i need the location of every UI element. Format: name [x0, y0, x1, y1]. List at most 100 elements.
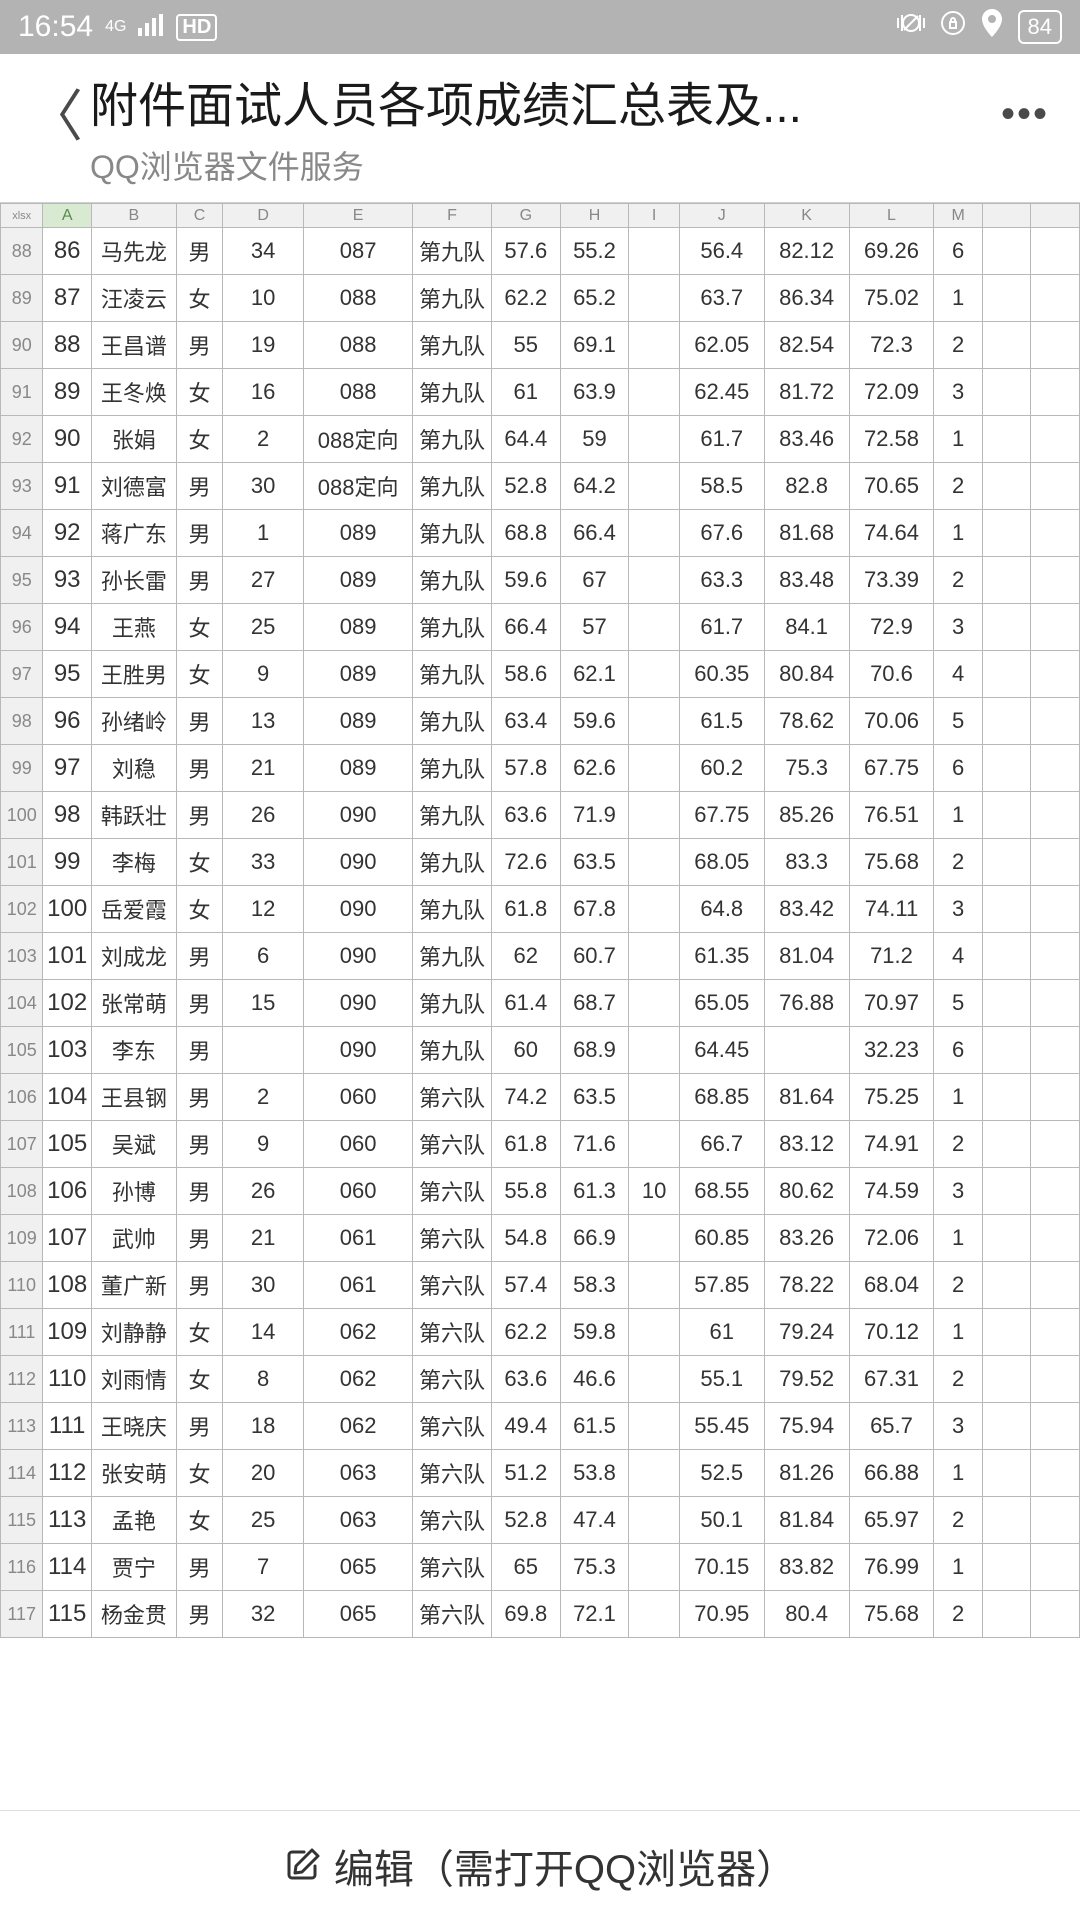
cell[interactable]: 第九队 — [413, 1027, 492, 1074]
cell[interactable]: 065 — [304, 1544, 413, 1591]
cell[interactable]: 81.68 — [764, 510, 849, 557]
cell[interactable]: 94 — [43, 604, 91, 651]
cell[interactable]: 58.3 — [560, 1262, 629, 1309]
more-button[interactable]: ••• — [990, 66, 1060, 137]
cell[interactable]: 第九队 — [413, 369, 492, 416]
cell[interactable]: 089 — [304, 745, 413, 792]
cell[interactable] — [1031, 1497, 1080, 1544]
cell[interactable]: 第九队 — [413, 604, 492, 651]
cell[interactable]: 女 — [176, 1497, 222, 1544]
cell[interactable]: 男 — [176, 1168, 222, 1215]
cell[interactable]: 090 — [304, 792, 413, 839]
cell[interactable]: 60.85 — [679, 1215, 764, 1262]
cell[interactable]: 6 — [223, 933, 304, 980]
cell[interactable]: 男 — [176, 792, 222, 839]
cell[interactable] — [1031, 557, 1080, 604]
cell[interactable] — [629, 604, 680, 651]
cell[interactable]: 70.15 — [679, 1544, 764, 1591]
cell[interactable]: 102 — [43, 980, 91, 1027]
cell[interactable]: 67.8 — [560, 886, 629, 933]
cell[interactable]: 第九队 — [413, 886, 492, 933]
cell[interactable]: 男 — [176, 1262, 222, 1309]
cell[interactable]: 1 — [934, 1215, 982, 1262]
cell[interactable]: 男 — [176, 933, 222, 980]
cell[interactable]: 男 — [176, 1403, 222, 1450]
cell[interactable]: 105 — [43, 1121, 91, 1168]
cell[interactable]: 49.4 — [491, 1403, 560, 1450]
cell[interactable]: 72.1 — [560, 1591, 629, 1638]
cell[interactable]: 60.35 — [679, 651, 764, 698]
row-header[interactable]: 104 — [1, 980, 43, 1027]
cell[interactable] — [1031, 604, 1080, 651]
cell[interactable]: 53.8 — [560, 1450, 629, 1497]
cell[interactable]: 女 — [176, 839, 222, 886]
cell[interactable]: 93 — [43, 557, 91, 604]
cell[interactable]: 62.05 — [679, 322, 764, 369]
cell[interactable]: 78.62 — [764, 698, 849, 745]
cell[interactable] — [629, 1027, 680, 1074]
cell[interactable]: 2 — [934, 1262, 982, 1309]
cell[interactable]: 75.94 — [764, 1403, 849, 1450]
cell[interactable]: 76.88 — [764, 980, 849, 1027]
cell[interactable]: 74.2 — [491, 1074, 560, 1121]
spreadsheet[interactable]: xlsxABCDEFGHIJKLM 8886马先龙男34087第九队57.655… — [0, 202, 1080, 1638]
cell[interactable]: 16 — [223, 369, 304, 416]
cell[interactable]: 115 — [43, 1591, 91, 1638]
row-header[interactable]: 102 — [1, 886, 43, 933]
cell[interactable]: 99 — [43, 839, 91, 886]
cell[interactable]: 63.4 — [491, 698, 560, 745]
cell[interactable]: 69.1 — [560, 322, 629, 369]
cell[interactable]: 70.95 — [679, 1591, 764, 1638]
cell[interactable] — [1031, 1121, 1080, 1168]
cell[interactable]: 86 — [43, 228, 91, 275]
cell[interactable] — [982, 1215, 1030, 1262]
cell[interactable]: 72.3 — [849, 322, 934, 369]
cell[interactable]: 62.2 — [491, 1309, 560, 1356]
cell[interactable]: 59.6 — [491, 557, 560, 604]
cell[interactable]: 21 — [223, 1215, 304, 1262]
col-header[interactable]: A — [43, 204, 91, 228]
cell[interactable]: 女 — [176, 1309, 222, 1356]
cell[interactable]: 男 — [176, 1544, 222, 1591]
cell[interactable]: 060 — [304, 1121, 413, 1168]
cell[interactable]: 7 — [223, 1544, 304, 1591]
cell[interactable]: 3 — [934, 1168, 982, 1215]
cell[interactable] — [982, 651, 1030, 698]
cell[interactable]: 59.8 — [560, 1309, 629, 1356]
cell[interactable]: 73.39 — [849, 557, 934, 604]
cell[interactable] — [982, 980, 1030, 1027]
cell[interactable]: 9 — [223, 651, 304, 698]
cell[interactable]: 6 — [934, 745, 982, 792]
cell[interactable]: 第九队 — [413, 557, 492, 604]
cell[interactable]: 14 — [223, 1309, 304, 1356]
cell[interactable]: 55.45 — [679, 1403, 764, 1450]
cell[interactable]: 72.6 — [491, 839, 560, 886]
cell[interactable]: 9 — [223, 1121, 304, 1168]
cell[interactable] — [629, 839, 680, 886]
cell[interactable]: 1 — [934, 1544, 982, 1591]
cell[interactable]: 62.1 — [560, 651, 629, 698]
row-header[interactable]: 90 — [1, 322, 43, 369]
cell[interactable]: 第九队 — [413, 792, 492, 839]
cell[interactable]: 83.46 — [764, 416, 849, 463]
cell[interactable] — [982, 463, 1030, 510]
cell[interactable] — [982, 1074, 1030, 1121]
cell[interactable]: 81.64 — [764, 1074, 849, 1121]
cell[interactable]: 孟艳 — [91, 1497, 176, 1544]
cell[interactable]: 61 — [679, 1309, 764, 1356]
cell[interactable]: 王晓庆 — [91, 1403, 176, 1450]
cell[interactable]: 10 — [629, 1168, 680, 1215]
cell[interactable]: 2 — [934, 1497, 982, 1544]
cell[interactable] — [629, 416, 680, 463]
cell[interactable] — [629, 698, 680, 745]
cell[interactable]: 60 — [491, 1027, 560, 1074]
cell[interactable]: 33 — [223, 839, 304, 886]
cell[interactable]: 男 — [176, 510, 222, 557]
cell[interactable]: 79.52 — [764, 1356, 849, 1403]
cell[interactable]: 63.9 — [560, 369, 629, 416]
cell[interactable] — [982, 933, 1030, 980]
cell[interactable]: 70.06 — [849, 698, 934, 745]
cell[interactable]: 67.6 — [679, 510, 764, 557]
cell[interactable]: 101 — [43, 933, 91, 980]
cell[interactable]: 30 — [223, 463, 304, 510]
